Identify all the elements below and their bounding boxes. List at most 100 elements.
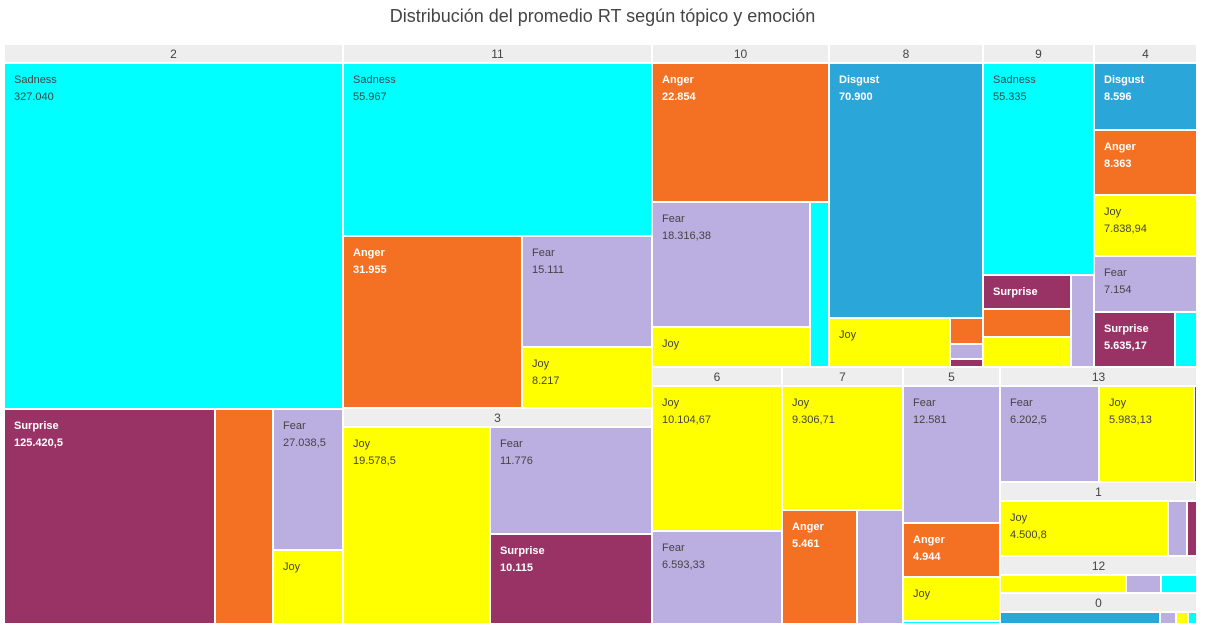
treemap-tile-sadness[interactable]: Sadness 55.967	[343, 63, 652, 236]
treemap-tile-fear[interactable]: Fear 7.154	[1094, 256, 1197, 312]
treemap-tile-anger[interactable]: Anger 4.944	[903, 523, 1000, 577]
treemap-tile-joy[interactable]: Joy 8.217	[522, 347, 652, 408]
tile-emotion: Joy	[1109, 397, 1127, 409]
tile-label: Fear 27.038,5	[283, 418, 326, 452]
topic-group-5[interactable]: 5	[903, 367, 1000, 624]
treemap-tile-anger[interactable]: Anger 5.461	[782, 510, 857, 624]
topic-header[interactable]: 12	[1000, 556, 1197, 575]
treemap-tile-joy[interactable]: Joy 10.104,67	[652, 386, 782, 531]
tile-value: 31.955	[353, 264, 387, 276]
treemap-tile-joy[interactable]	[1000, 575, 1126, 593]
treemap-tile-sadness[interactable]	[1161, 575, 1197, 593]
tile-value: 5.635,17	[1104, 340, 1147, 352]
tile-emotion: Joy	[1010, 512, 1028, 524]
topic-header[interactable]: 5	[903, 367, 1000, 386]
treemap-tile-joy[interactable]	[1176, 612, 1188, 624]
topic-header[interactable]: 4	[1094, 44, 1197, 63]
tile-emotion: Anger	[662, 74, 694, 86]
treemap-tile-fear[interactable]: Fear 11.776	[490, 427, 652, 534]
treemap-tile-surprise[interactable]: Surprise 10.115	[490, 534, 652, 624]
tile-emotion: Fear	[662, 213, 685, 225]
treemap-tile-surprise[interactable]	[1194, 386, 1197, 482]
topic-header[interactable]: 1	[1000, 482, 1197, 501]
treemap-tile-fear[interactable]	[1071, 275, 1094, 367]
treemap-tile-joy[interactable]	[983, 337, 1071, 367]
treemap-tile-fear[interactable]: Fear 18.316,38	[652, 202, 810, 327]
treemap-tile-disgust[interactable]: Disgust 70.900	[829, 63, 983, 318]
treemap-tile-surprise[interactable]: Surprise	[983, 275, 1071, 309]
tile-label: Sadness 327.040	[14, 72, 57, 106]
tile-label: Fear 11.776	[500, 436, 533, 470]
topic-group-3[interactable]: 3	[343, 408, 652, 624]
topic-header[interactable]: 10	[652, 44, 829, 63]
treemap-tile-fear[interactable]: Fear 27.038,5	[273, 409, 343, 550]
topic-group-10[interactable]: 10	[652, 44, 829, 367]
topic-header[interactable]: 3	[343, 408, 652, 427]
treemap-tile-fear[interactable]	[857, 510, 903, 624]
treemap-tile-anger[interactable]	[215, 409, 273, 624]
treemap-tile-sadness[interactable]	[1188, 612, 1197, 624]
treemap-tile-disgust[interactable]	[1000, 612, 1160, 624]
tile-label: Joy 7.838,94	[1104, 204, 1147, 238]
topic-header[interactable]: 8	[829, 44, 983, 63]
topic-group-9[interactable]: 9	[983, 44, 1094, 367]
treemap-tile-joy[interactable]: Joy	[273, 550, 343, 624]
treemap-tile-fear[interactable]: Fear 6.202,5	[1000, 386, 1099, 482]
treemap-tile-anger[interactable]	[950, 318, 983, 344]
treemap-tile-disgust[interactable]: Disgust 8.596	[1094, 63, 1197, 130]
treemap-tile-sadness[interactable]: Sadness 327.040	[4, 63, 343, 409]
treemap-tile-surprise[interactable]: Surprise 125.420,5	[4, 409, 215, 624]
treemap-tile-fear[interactable]: Fear 6.593,33	[652, 531, 782, 624]
topic-header[interactable]: 11	[343, 44, 652, 63]
treemap-tile-sadness[interactable]: Sadness 55.335	[983, 63, 1094, 275]
treemap-tile-anger[interactable]	[983, 309, 1071, 337]
treemap-tile-fear[interactable]	[1160, 612, 1176, 624]
topic-group-12[interactable]: 12	[1000, 556, 1197, 593]
tile-value: 6.202,5	[1010, 414, 1047, 426]
treemap-tile-sadness[interactable]	[810, 202, 829, 367]
tile-label: Fear 6.202,5	[1010, 395, 1047, 429]
treemap-tile-sadness[interactable]	[903, 621, 1000, 624]
tile-emotion: Anger	[1104, 141, 1136, 153]
topic-group-6[interactable]: 6	[652, 367, 782, 624]
topic-header[interactable]: 9	[983, 44, 1094, 63]
topic-header[interactable]: 7	[782, 367, 903, 386]
tile-emotion: Surprise	[500, 545, 545, 557]
topic-header[interactable]: 13	[1000, 367, 1197, 386]
topic-header[interactable]: 2	[4, 44, 343, 63]
treemap-tile-joy[interactable]: Joy	[652, 327, 810, 367]
treemap-tile-joy[interactable]: Joy	[829, 318, 950, 367]
tile-label: Surprise 10.115	[500, 543, 545, 577]
treemap-tile-joy[interactable]: Joy 9.306,71	[782, 386, 903, 510]
treemap-tile-joy[interactable]: Joy	[903, 577, 1000, 621]
topic-group-11[interactable]: 11	[343, 44, 652, 408]
treemap-tile-anger[interactable]: Anger 8.363	[1094, 130, 1197, 195]
topic-group-0[interactable]: 0	[1000, 593, 1197, 624]
topic-group-13[interactable]: 13	[1000, 367, 1197, 482]
topic-group-1[interactable]: 1	[1000, 482, 1197, 556]
treemap-tile-fear[interactable]: Fear 15.111	[522, 236, 652, 347]
tile-emotion: Fear	[500, 438, 523, 450]
treemap-tile-sadness[interactable]	[1175, 312, 1197, 367]
tile-emotion: Fear	[662, 542, 685, 554]
treemap-tile-surprise[interactable]: Surprise 5.635,17	[1094, 312, 1175, 367]
treemap-tile-joy[interactable]: Joy 7.838,94	[1094, 195, 1197, 256]
treemap-tile-anger[interactable]: Anger 22.854	[652, 63, 829, 202]
topic-header[interactable]: 6	[652, 367, 782, 386]
treemap-tile-fear[interactable]	[950, 344, 983, 359]
topic-group-4[interactable]: 4	[1094, 44, 1197, 367]
treemap-tile-surprise[interactable]	[1187, 501, 1197, 556]
treemap-tile-fear[interactable]: Fear 12.581	[903, 386, 1000, 523]
topic-group-2[interactable]: 2	[4, 44, 343, 624]
treemap-tile-joy[interactable]: Joy 4.500,8	[1000, 501, 1168, 556]
topic-group-8[interactable]: 8	[829, 44, 983, 367]
topic-header[interactable]: 0	[1000, 593, 1197, 612]
tile-label: Disgust 70.900	[839, 72, 879, 106]
treemap-tile-joy[interactable]: Joy 5.983,13	[1099, 386, 1194, 482]
treemap-tile-anger[interactable]: Anger 31.955	[343, 236, 522, 408]
topic-group-7[interactable]: 7	[782, 367, 903, 624]
treemap-tile-fear[interactable]	[1168, 501, 1187, 556]
treemap-tile-joy[interactable]: Joy 19.578,5	[343, 427, 490, 624]
treemap-tile-surprise[interactable]	[950, 359, 983, 367]
treemap-tile-fear[interactable]	[1126, 575, 1161, 593]
